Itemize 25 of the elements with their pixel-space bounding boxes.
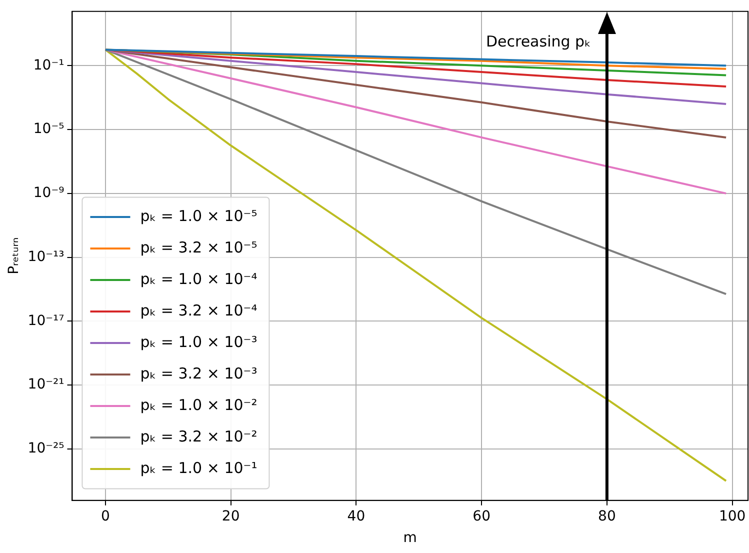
legend-label: pₖ = 3.2 × 10⁻³ [140, 364, 258, 382]
y-axis-title: Pᵣₑₜᵤᵣₙ [6, 237, 22, 274]
x-tick-label: 80 [598, 508, 616, 524]
y-tick-label: 10⁻¹⁷ [28, 312, 64, 329]
x-tick-label: 40 [347, 508, 366, 524]
legend-label: pₖ = 1.0 × 10⁻⁴ [140, 270, 258, 288]
legend-label: pₖ = 3.2 × 10⁻⁴ [140, 301, 258, 320]
legend-label: pₖ = 3.2 × 10⁻² [140, 427, 258, 446]
legend-label: pₖ = 1.0 × 10⁻³ [140, 332, 258, 351]
x-axis-title: m [403, 530, 417, 546]
legend-label: pₖ = 1.0 × 10⁻¹ [140, 458, 258, 477]
legend-label: pₖ = 1.0 × 10⁻² [140, 396, 258, 414]
x-tick-label: 100 [718, 508, 746, 524]
x-tick-label: 60 [472, 508, 490, 524]
x-tick-label: 0 [100, 508, 110, 524]
y-tick-label: 10⁻²¹ [28, 376, 64, 393]
y-tick-label: 10⁻⁹ [33, 185, 65, 202]
legend-label: pₖ = 3.2 × 10⁻⁵ [140, 238, 258, 256]
legend-label: pₖ = 1.0 × 10⁻⁵ [140, 206, 258, 225]
y-tick-label: 10⁻⁵ [33, 121, 64, 138]
x-tick-label: 20 [222, 508, 240, 524]
y-tick-label: 10⁻¹³ [28, 248, 64, 265]
y-tick-label: 10⁻¹ [33, 57, 64, 74]
y-tick-label: 10⁻²⁵ [28, 440, 64, 457]
ref-line-label: Decreasing pₖ [486, 32, 591, 50]
